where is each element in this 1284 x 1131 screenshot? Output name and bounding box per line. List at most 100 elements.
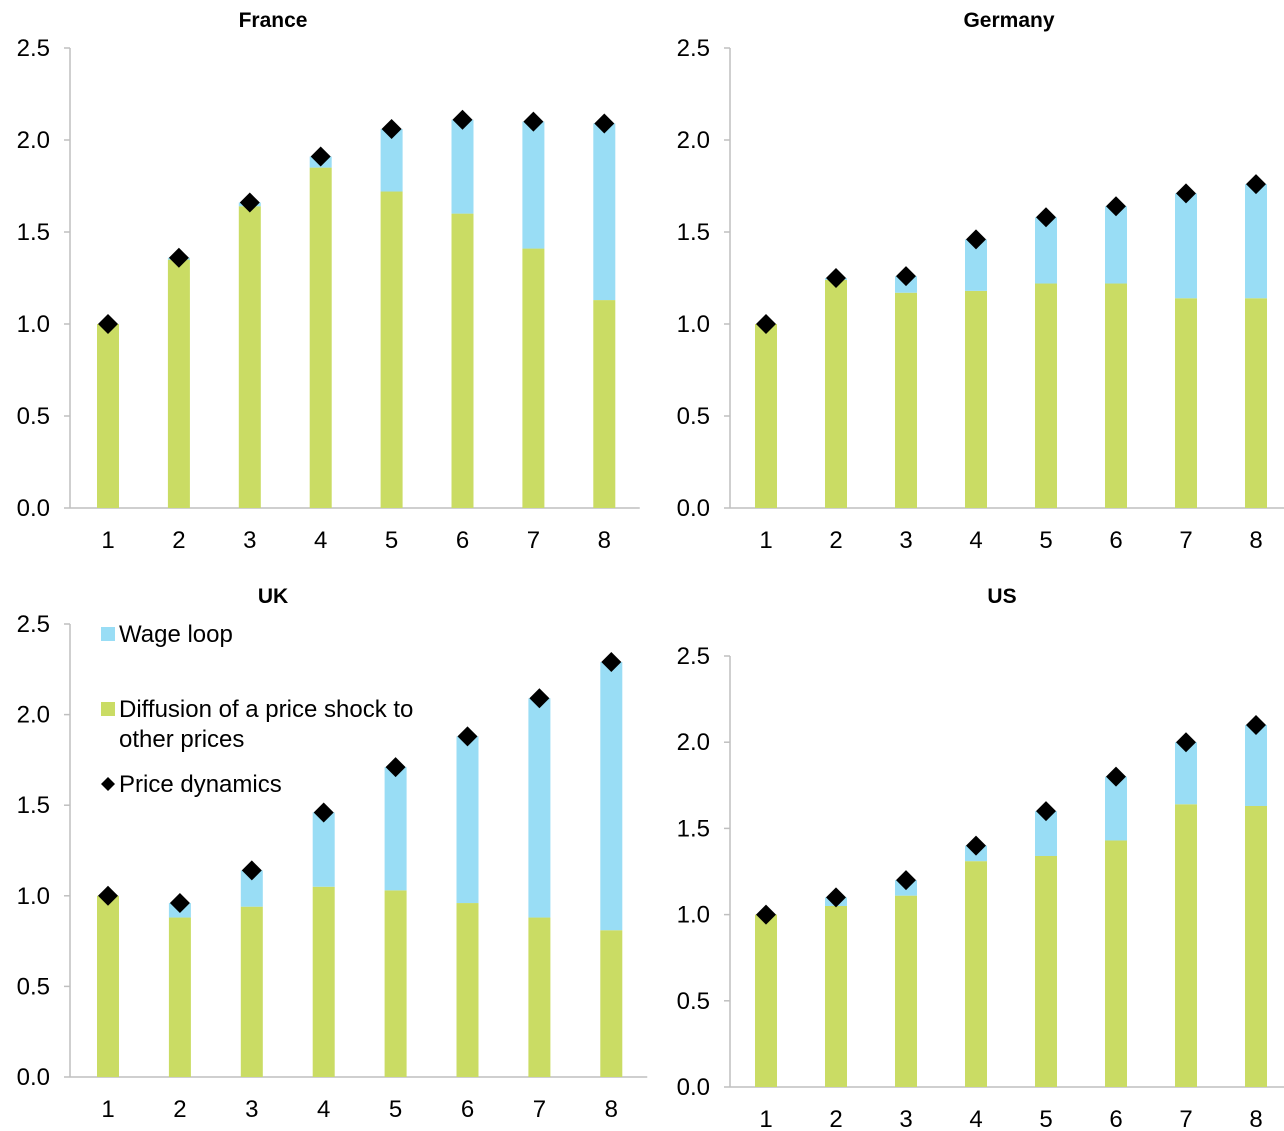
y-tick-label: 0.0 bbox=[677, 1074, 710, 1101]
legend-label-price-dynamics: Price dynamics bbox=[119, 771, 282, 798]
legend-swatch-diffusion bbox=[101, 702, 115, 716]
y-tick-label: 2.0 bbox=[17, 127, 50, 154]
price-dynamics-marker bbox=[756, 904, 776, 925]
bar-diffusion bbox=[312, 886, 335, 1077]
bar-diffusion bbox=[600, 930, 623, 1077]
y-tick-label: 0.0 bbox=[17, 495, 50, 522]
y-tick-label: 0.5 bbox=[677, 403, 710, 430]
price-dynamics-marker bbox=[313, 802, 334, 823]
x-tick-label: 3 bbox=[245, 1096, 258, 1123]
y-tick-label: 2.0 bbox=[677, 729, 710, 756]
bar-wage-loop bbox=[1105, 206, 1127, 284]
bar-diffusion bbox=[1105, 840, 1127, 1087]
x-tick-label: 1 bbox=[101, 527, 114, 554]
panel-france: France 0.0 0.5 1.0 1.5 2.0 2.5 1 2 3 4 5 6 7 8 bbox=[17, 9, 640, 554]
panel-germany: Germany 0.0 0.5 1.0 1.5 2.0 2.5 1 2 3 4 5 6 7 8 bbox=[677, 9, 1284, 554]
bar-wage-loop bbox=[528, 698, 551, 918]
x-tick-label: 8 bbox=[605, 1096, 618, 1123]
x-tick-label: 4 bbox=[969, 1106, 982, 1131]
y-tick-label: 2.0 bbox=[17, 702, 50, 729]
y-tick-label: 2.5 bbox=[17, 611, 50, 638]
price-dynamics-marker bbox=[601, 652, 622, 673]
y-tick-label: 0.5 bbox=[17, 973, 50, 1000]
y-tick-label: 1.0 bbox=[677, 311, 710, 338]
bar-diffusion bbox=[309, 167, 332, 508]
bar-wage-loop bbox=[1035, 217, 1057, 284]
y-tick-label: 1.5 bbox=[677, 219, 710, 246]
panel-uk: UK 0.0 0.5 1.0 1.5 2.0 2.5 1 2 3 4 5 6 7 8 bbox=[17, 585, 648, 1123]
bar-diffusion bbox=[895, 895, 917, 1087]
x-tick-label: 8 bbox=[598, 527, 611, 554]
price-dynamics-marker bbox=[239, 192, 260, 213]
price-dynamics-marker bbox=[1246, 714, 1266, 735]
y-tick-label: 2.5 bbox=[677, 35, 710, 62]
legend-label-diffusion-line-1: Diffusion of a price shock to bbox=[119, 696, 413, 723]
y-tick-label: 1.0 bbox=[17, 883, 50, 910]
bar-diffusion bbox=[97, 895, 119, 1077]
bar-wage-loop bbox=[1245, 724, 1267, 806]
x-tick-label: 5 bbox=[385, 527, 398, 554]
y-tick-label: 1.5 bbox=[17, 792, 50, 819]
x-tick-label: 7 bbox=[1179, 1106, 1192, 1131]
bar-wage-loop bbox=[965, 239, 987, 291]
bar-wage-loop bbox=[312, 812, 335, 887]
bar-diffusion bbox=[1175, 804, 1197, 1087]
bar-diffusion bbox=[895, 292, 917, 508]
x-tick-label: 7 bbox=[533, 1096, 546, 1123]
y-tick-label: 2.5 bbox=[17, 35, 50, 62]
price-dynamics-marker bbox=[241, 860, 262, 881]
x-tick-label: 4 bbox=[317, 1096, 330, 1123]
price-dynamics-marker bbox=[310, 146, 331, 167]
bar-wage-loop bbox=[240, 870, 263, 907]
price-dynamics-marker bbox=[1176, 183, 1196, 204]
legend-marker-price-dynamics bbox=[101, 777, 115, 791]
price-dynamics-marker bbox=[1036, 207, 1056, 228]
y-tick-label: 0.5 bbox=[677, 988, 710, 1015]
panel-title-germany: Germany bbox=[963, 9, 1054, 32]
bar-diffusion bbox=[1035, 855, 1057, 1087]
price-dynamics-marker bbox=[529, 688, 550, 709]
bar-diffusion bbox=[384, 890, 407, 1077]
price-dynamics-marker bbox=[452, 109, 473, 130]
bar-wage-loop bbox=[384, 767, 407, 891]
x-tick-label: 7 bbox=[527, 527, 540, 554]
x-tick-label: 8 bbox=[1249, 527, 1262, 554]
price-dynamics-marker bbox=[98, 314, 118, 334]
x-tick-label: 3 bbox=[899, 527, 912, 554]
bar-diffusion bbox=[1035, 283, 1057, 508]
price-dynamics-marker bbox=[826, 268, 846, 288]
x-tick-label: 3 bbox=[243, 527, 256, 554]
x-tick-label: 3 bbox=[899, 1106, 912, 1131]
price-dynamics-marker bbox=[98, 885, 118, 906]
y-tick-label: 1.5 bbox=[677, 815, 710, 842]
bar-diffusion bbox=[825, 905, 847, 1087]
bar-diffusion bbox=[1245, 298, 1267, 508]
price-dynamics-marker bbox=[169, 893, 190, 914]
bar-diffusion bbox=[528, 917, 551, 1077]
price-dynamics-marker bbox=[966, 835, 986, 856]
bar-diffusion bbox=[965, 290, 987, 508]
bar-wage-loop bbox=[1105, 776, 1127, 841]
panel-title-us: US bbox=[987, 585, 1016, 608]
x-tick-label: 6 bbox=[461, 1096, 474, 1123]
bar-wage-loop bbox=[600, 662, 623, 931]
legend-swatch-wage-loop bbox=[101, 627, 115, 641]
bar-diffusion bbox=[238, 206, 261, 509]
bar-wage-loop bbox=[1245, 184, 1267, 299]
bar-diffusion bbox=[755, 914, 777, 1087]
price-dynamics-marker bbox=[385, 757, 406, 778]
bar-diffusion bbox=[168, 917, 191, 1077]
price-dynamics-marker bbox=[381, 118, 402, 139]
x-tick-label: 1 bbox=[759, 527, 772, 554]
x-tick-label: 7 bbox=[1179, 527, 1192, 554]
bar-diffusion bbox=[522, 248, 545, 508]
bar-diffusion bbox=[1175, 298, 1197, 508]
x-tick-label: 4 bbox=[314, 527, 327, 554]
bar-diffusion bbox=[1245, 805, 1267, 1087]
legend: Wage loop Diffusion of a price shock to ot… bbox=[101, 621, 413, 798]
bar-diffusion bbox=[451, 213, 474, 508]
bar-diffusion bbox=[456, 903, 479, 1077]
price-dynamics-marker bbox=[896, 266, 916, 287]
x-tick-label: 2 bbox=[172, 527, 185, 554]
bar-wage-loop bbox=[522, 121, 545, 249]
